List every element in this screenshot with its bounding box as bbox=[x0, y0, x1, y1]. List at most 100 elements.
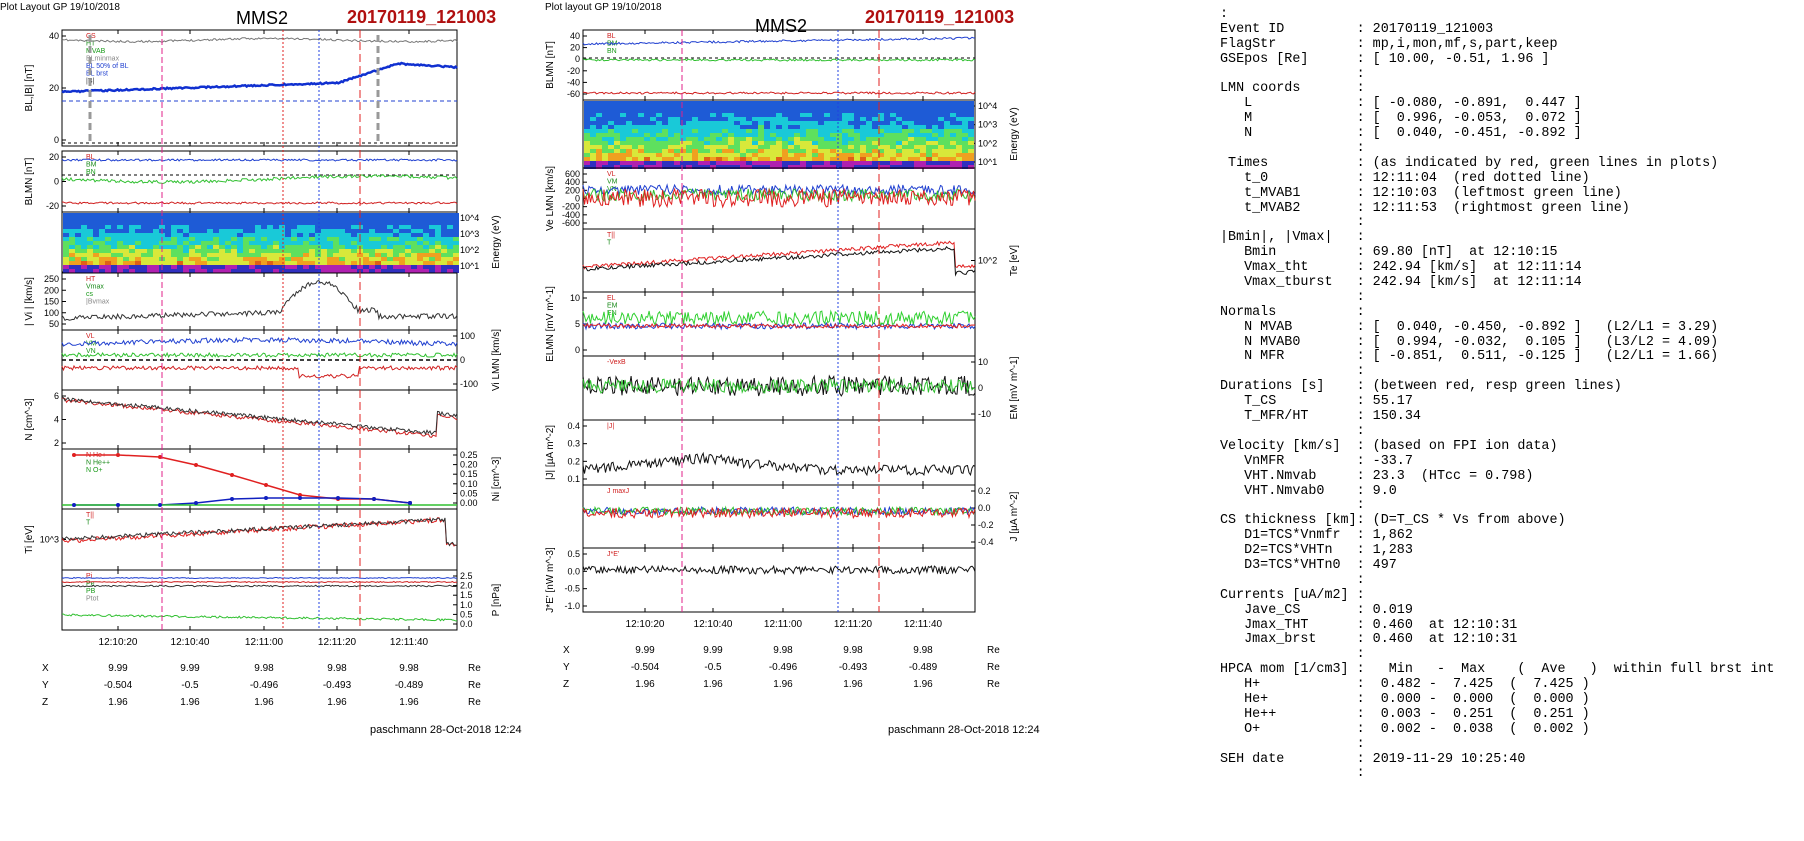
spectrogram-cell bbox=[351, 269, 357, 273]
spectrogram-cell bbox=[387, 245, 393, 249]
spectrogram-cell bbox=[333, 237, 339, 241]
spectrogram-cell bbox=[435, 257, 441, 261]
spectrogram-cell bbox=[728, 125, 734, 129]
spectrogram-cell bbox=[794, 165, 800, 169]
spectrogram-cell bbox=[698, 101, 704, 105]
spectrogram-cell bbox=[734, 161, 740, 165]
spectrogram-cell bbox=[243, 261, 249, 265]
spectrogram-cell bbox=[728, 105, 734, 109]
y-tick-label: -20 bbox=[46, 201, 59, 211]
spectrogram-cell bbox=[309, 245, 315, 249]
spectrogram-cell bbox=[87, 217, 93, 221]
spectrogram-cell bbox=[710, 117, 716, 121]
spectrogram-cell bbox=[291, 229, 297, 233]
spectrogram-cell bbox=[806, 153, 812, 157]
spectrogram-cell bbox=[800, 105, 806, 109]
spectrogram-cell bbox=[950, 105, 956, 109]
spectrogram-cell bbox=[968, 161, 974, 165]
info-line: VHT.Nmvab0 : 9.0 bbox=[1220, 483, 1397, 499]
spectrogram-cell bbox=[728, 165, 734, 169]
spectrogram-cell bbox=[908, 105, 914, 109]
b-magnitude-trace bbox=[61, 37, 458, 44]
spectrogram-cell bbox=[914, 129, 920, 133]
spectrogram-cell bbox=[866, 129, 872, 133]
spectrogram-cell bbox=[914, 153, 920, 157]
spectrogram-cell bbox=[297, 237, 303, 241]
spectrogram-cell bbox=[147, 217, 153, 221]
ephemeris-value: 9.98 bbox=[399, 663, 419, 674]
spectrogram-cell bbox=[944, 101, 950, 105]
spectrogram-cell bbox=[758, 121, 764, 125]
spectrogram-cell bbox=[602, 121, 608, 125]
spectrogram-cell bbox=[650, 133, 656, 137]
spectrogram-cell bbox=[429, 233, 435, 237]
spectrogram-cell bbox=[674, 137, 680, 141]
spectrogram-cell bbox=[644, 113, 650, 117]
spectrogram-cell bbox=[752, 129, 758, 133]
legend-entry: EL bbox=[607, 295, 616, 302]
spectrogram-cell bbox=[602, 141, 608, 145]
spectrogram-cell bbox=[267, 241, 273, 245]
spectrogram-cell bbox=[848, 157, 854, 161]
ephemeris-name: Y bbox=[42, 680, 49, 691]
spectrogram-cell bbox=[752, 157, 758, 161]
spectrogram-cell bbox=[734, 157, 740, 161]
spectrogram-cell bbox=[602, 153, 608, 157]
spectrogram-cell bbox=[279, 233, 285, 237]
spectrogram-cell bbox=[770, 165, 776, 169]
spectrogram-cell bbox=[441, 233, 447, 237]
spectrogram-cell bbox=[69, 269, 75, 273]
spectrogram-cell bbox=[315, 249, 321, 253]
spectrogram-cell bbox=[770, 117, 776, 121]
spectrogram-cell bbox=[129, 217, 135, 221]
spectrogram-cell bbox=[63, 217, 69, 221]
info-line: D3=TCS*VHTn0 : 497 bbox=[1220, 557, 1397, 573]
spectrogram-cell bbox=[237, 269, 243, 273]
spectrogram-cell bbox=[746, 137, 752, 141]
spectrogram-cell bbox=[752, 141, 758, 145]
spectrogram-cell bbox=[896, 145, 902, 149]
spectrogram-cell bbox=[830, 157, 836, 161]
spectrogram-cell bbox=[327, 265, 333, 269]
spectrogram-cell bbox=[728, 161, 734, 165]
spectrogram-cell bbox=[956, 101, 962, 105]
spectrogram-cell bbox=[956, 125, 962, 129]
spectrogram-cell bbox=[914, 157, 920, 161]
spectrogram-cell bbox=[908, 109, 914, 113]
right-spacecraft-label: MMS2 bbox=[755, 16, 808, 36]
spectrogram-cell bbox=[297, 217, 303, 221]
spectrogram-cell bbox=[596, 161, 602, 165]
spectrogram-cell bbox=[686, 137, 692, 141]
spectrogram-cell bbox=[231, 249, 237, 253]
spectrogram-cell bbox=[944, 145, 950, 149]
spectrogram-cell bbox=[147, 245, 153, 249]
spectrogram-cell bbox=[201, 245, 207, 249]
y-tick-label: 10^1 bbox=[978, 157, 997, 167]
spectrogram-cell bbox=[596, 145, 602, 149]
spectrogram-cell bbox=[153, 233, 159, 237]
spectrogram-cell bbox=[369, 225, 375, 229]
spectrogram-cell bbox=[249, 225, 255, 229]
spectrogram-cell bbox=[716, 153, 722, 157]
spectrogram-cell bbox=[620, 137, 626, 141]
spectrogram-cell bbox=[393, 257, 399, 261]
spectrogram-cell bbox=[890, 153, 896, 157]
spectrogram-cell bbox=[447, 229, 453, 233]
spectrogram-cell bbox=[123, 265, 129, 269]
spectrogram-cell bbox=[141, 237, 147, 241]
spectrogram-cell bbox=[656, 117, 662, 121]
spectrogram-cell bbox=[728, 109, 734, 113]
info-line: : bbox=[1220, 141, 1365, 157]
spectrogram-cell bbox=[75, 253, 81, 257]
spectrogram-cell bbox=[944, 109, 950, 113]
spectrogram-cell bbox=[608, 125, 614, 129]
spectrogram-cell bbox=[171, 269, 177, 273]
spectrogram-cell bbox=[812, 101, 818, 105]
spectrogram-cell bbox=[890, 117, 896, 121]
spectrogram-cell bbox=[854, 133, 860, 137]
spectrogram-cell bbox=[369, 257, 375, 261]
spectrogram-cell bbox=[608, 117, 614, 121]
spectrogram-cell bbox=[387, 261, 393, 265]
spectrogram-cell bbox=[836, 141, 842, 145]
spectrogram-cell bbox=[309, 257, 315, 261]
